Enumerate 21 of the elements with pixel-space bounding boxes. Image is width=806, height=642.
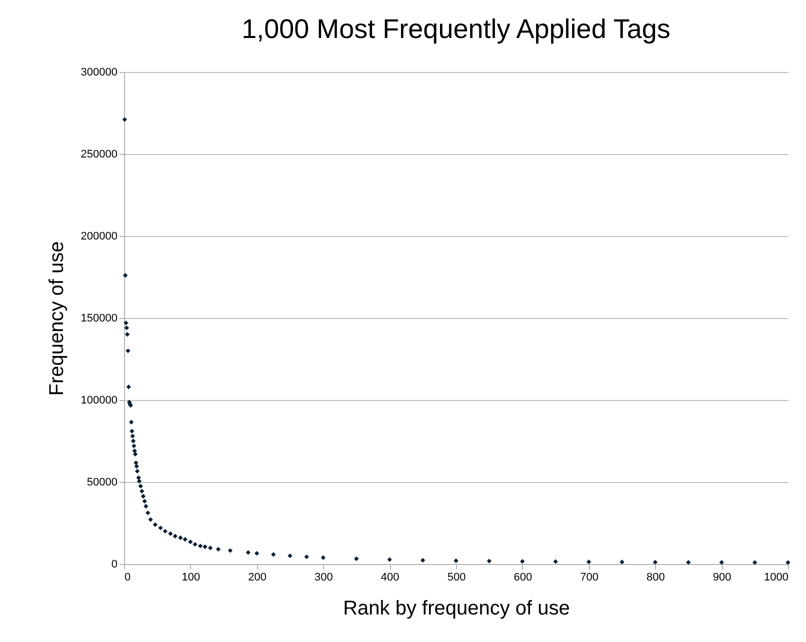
y-tick-label: 300000: [80, 66, 118, 78]
y-tick-label: 250000: [80, 148, 118, 160]
x-tick-label: 700: [580, 572, 598, 584]
y-axis-title: Frequency of use: [46, 241, 68, 396]
x-tick-label: 1000: [764, 572, 788, 584]
x-tick-label: 300: [314, 572, 333, 584]
x-tick-label: 200: [248, 572, 266, 584]
x-tick-label: 800: [646, 572, 665, 584]
y-tick-label: 100000: [80, 394, 118, 406]
x-axis-title: Rank by frequency of use: [343, 598, 570, 620]
y-tick-label: 50000: [86, 476, 118, 488]
x-tick-label: 900: [712, 572, 732, 584]
y-tick-label: 0: [111, 558, 118, 570]
x-tick-label: 400: [380, 572, 400, 584]
x-tick-label: 500: [447, 572, 466, 584]
x-tick-label: 600: [514, 572, 532, 584]
x-tick-label: 0: [124, 572, 131, 584]
x-tick-label: 100: [182, 572, 200, 584]
y-tick-label: 200000: [80, 230, 118, 242]
chart-title: 1,000 Most Frequently Applied Tags: [242, 14, 670, 44]
y-tick-label: 150000: [80, 312, 118, 324]
